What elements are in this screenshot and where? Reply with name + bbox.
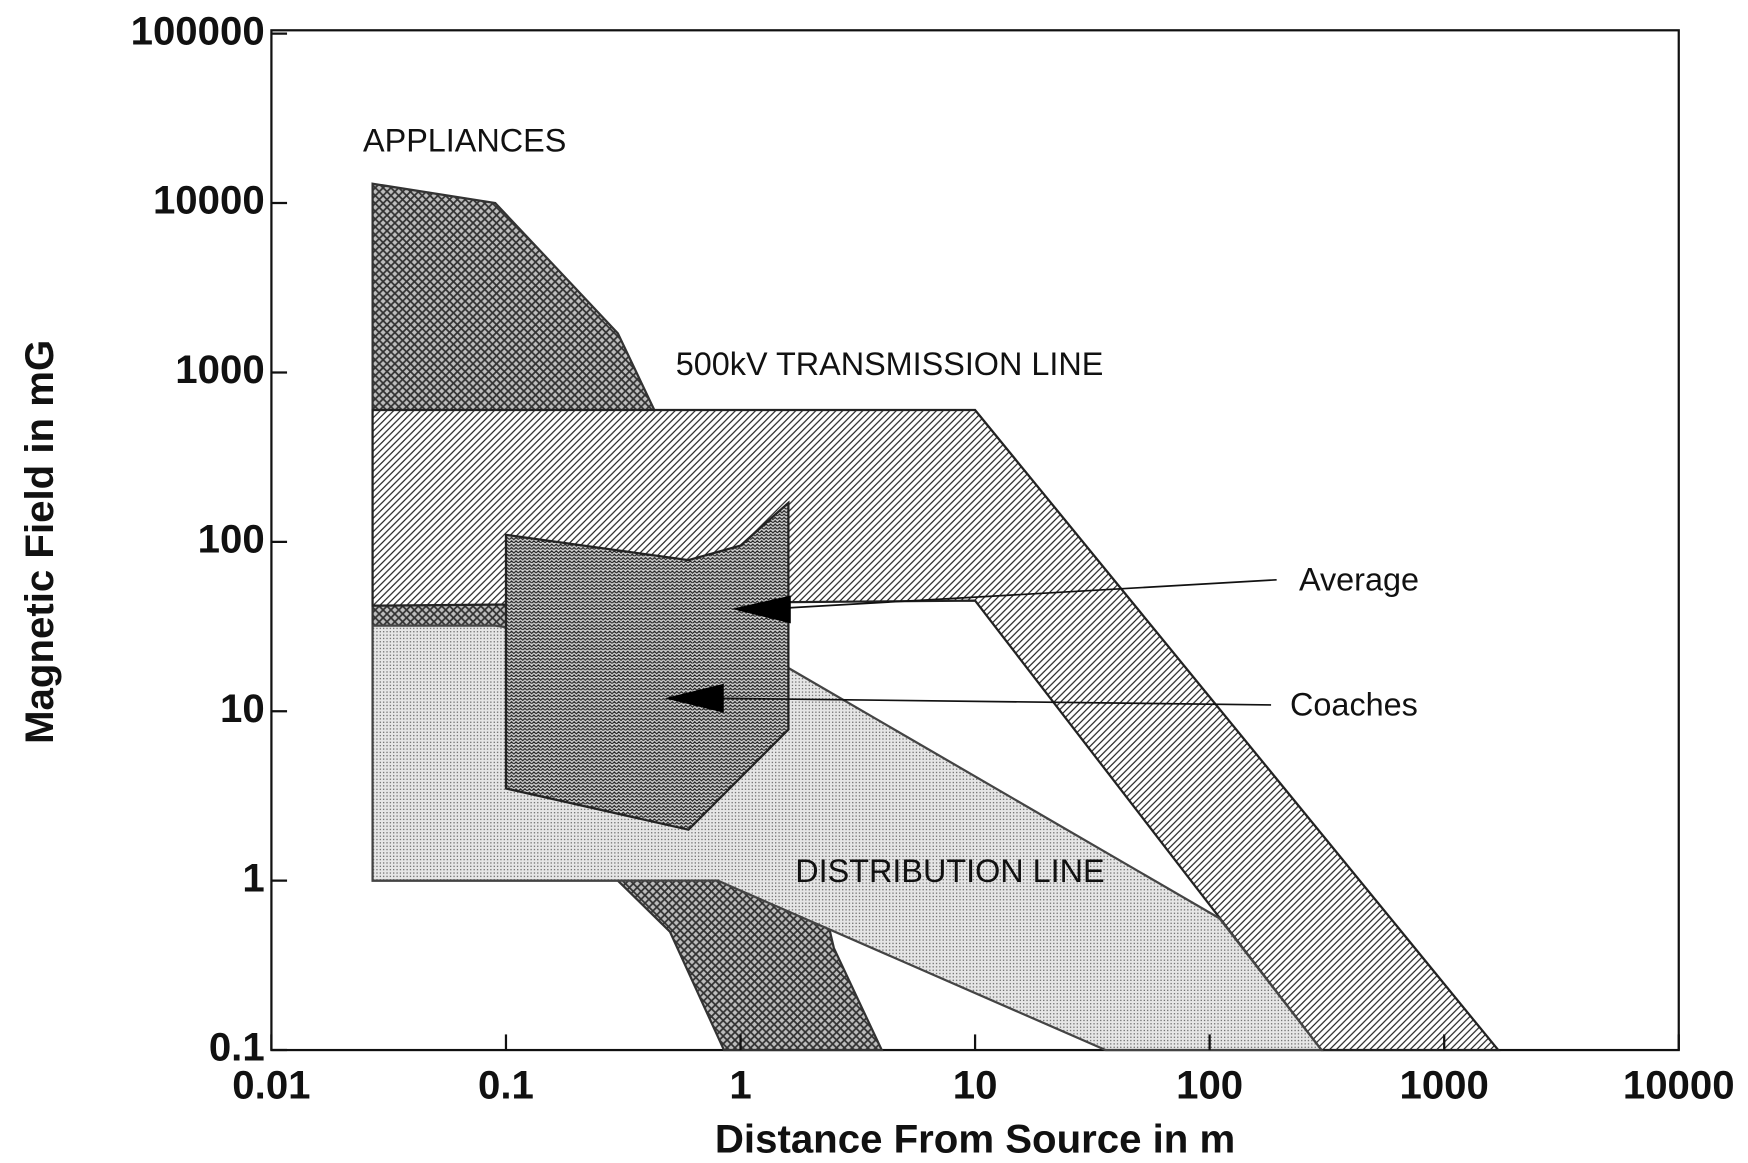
y-tick-label: 100 [198,516,265,561]
x-axis-label: Distance From Source in m [715,1116,1235,1161]
y-tick-label: 10 [220,686,265,731]
arrow-head [731,595,791,624]
annotation-arrow [714,697,1272,706]
y-tick-label: 0.1 [209,1025,265,1070]
x-tick-label: 0.1 [478,1063,534,1108]
annotation: Average [1299,562,1419,598]
x-tick-label: 10 [953,1063,998,1108]
region-label: APPLIANCES [363,123,566,159]
region-label: 500kV TRANSMISSION LINE [676,346,1104,382]
y-tick-label: 1 [242,855,264,900]
annotation: Coaches [1290,687,1418,723]
x-tick-label: 100 [1176,1063,1243,1108]
arrow-head [664,683,724,713]
x-tick-label: 10000 [1623,1063,1735,1108]
region-label: DISTRIBUTION LINE [795,853,1104,889]
plot-area [371,182,1501,1052]
y-tick-label: 10000 [153,178,265,223]
y-tick-label: 100000 [131,8,265,53]
x-tick-label: 1 [729,1063,751,1108]
x-tick-label: 0.01 [232,1063,310,1108]
x-tick-label: 1000 [1399,1063,1488,1108]
y-tick-label: 1000 [175,347,264,392]
y-axis-label: Magnetic Field in mG [17,340,62,744]
annotation-arrow [770,578,1277,610]
